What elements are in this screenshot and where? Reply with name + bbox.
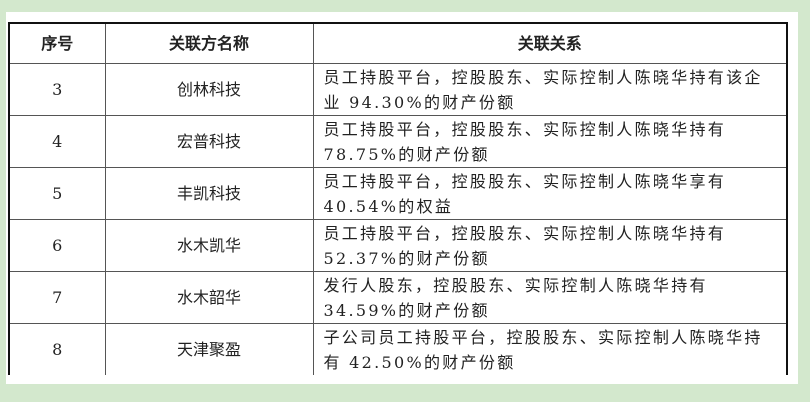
cell-number: 8 (8, 323, 106, 375)
cell-number: 6 (8, 219, 106, 272)
cell-name: 宏普科技 (104, 115, 314, 168)
cell-relation: 员工持股平台，控股股东、实际控制人陈晓华持有该企业 94.30%的财产份额 (312, 63, 788, 116)
table-row: 3 创林科技 员工持股平台，控股股东、实际控制人陈晓华持有该企业 94.30%的财产… (8, 63, 788, 116)
related-parties-table: 序号 关联方名称 关联关系 3 创林科技 员工持股平台，控股股东、实际控制人陈晓华持… (8, 22, 788, 375)
cell-relation: 员工持股平台，控股股东、实际控制人陈晓华享有 40.54%的权益 (312, 167, 788, 220)
cell-name: 创林科技 (104, 63, 314, 116)
cell-number: 7 (8, 271, 106, 324)
table-row: 7 水木韶华 发行人股东，控股股东、实际控制人陈晓华持有 34.59%的财产份额 (8, 271, 788, 324)
header-relation: 关联关系 (312, 22, 788, 64)
table-row: 6 水木凯华 员工持股平台，控股股东、实际控制人陈晓华持有 52.37%的财产份额 (8, 219, 788, 272)
table-row: 8 天津聚盈 子公司员工持股平台，控股股东、实际控制人陈晓华持有 42.50%的财产… (8, 323, 788, 375)
table-row: 4 宏普科技 员工持股平台，控股股东、实际控制人陈晓华持有 78.75%的财产份额 (8, 115, 788, 168)
header-name: 关联方名称 (104, 22, 314, 64)
cell-number: 4 (8, 115, 106, 168)
cell-name: 水木凯华 (104, 219, 314, 272)
cell-number: 5 (8, 167, 106, 220)
header-number: 序号 (8, 22, 106, 64)
cell-relation: 子公司员工持股平台，控股股东、实际控制人陈晓华持有 42.50%的财产份额 (312, 323, 788, 375)
cell-relation: 发行人股东，控股股东、实际控制人陈晓华持有 34.59%的财产份额 (312, 271, 788, 324)
table-row: 5 丰凯科技 员工持股平台，控股股东、实际控制人陈晓华享有 40.54%的权益 (8, 167, 788, 220)
cell-relation: 员工持股平台，控股股东、实际控制人陈晓华持有 78.75%的财产份额 (312, 115, 788, 168)
cell-number: 3 (8, 63, 106, 116)
cell-relation: 员工持股平台，控股股东、实际控制人陈晓华持有 52.37%的财产份额 (312, 219, 788, 272)
cell-name: 丰凯科技 (104, 167, 314, 220)
cell-name: 水木韶华 (104, 271, 314, 324)
table-header-row: 序号 关联方名称 关联关系 (8, 22, 788, 64)
cell-name: 天津聚盈 (104, 323, 314, 375)
